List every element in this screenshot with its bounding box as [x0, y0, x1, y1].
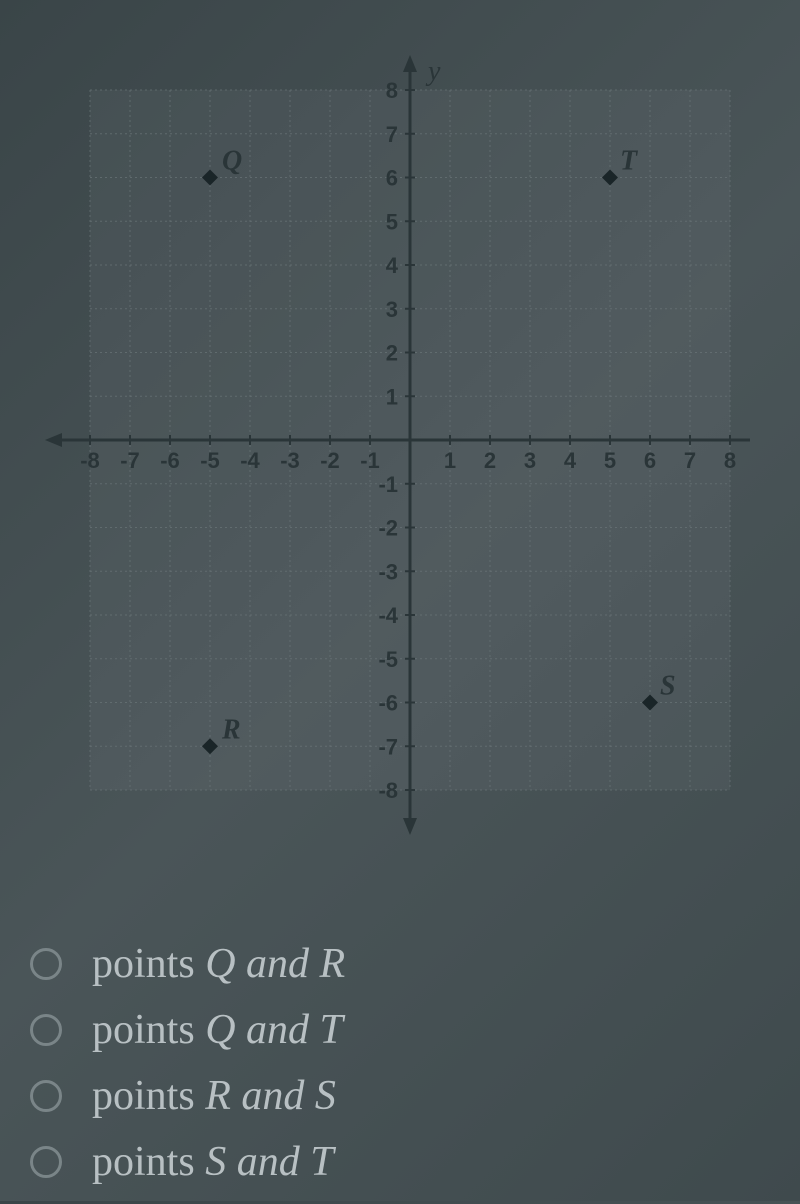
svg-text:5: 5 — [386, 209, 398, 234]
radio-icon[interactable] — [30, 948, 62, 980]
svg-text:2: 2 — [386, 341, 398, 366]
svg-text:-8: -8 — [80, 448, 100, 473]
svg-text:6: 6 — [644, 448, 656, 473]
option-3[interactable]: points R and S — [30, 1072, 770, 1120]
svg-text:S: S — [660, 671, 676, 702]
svg-text:1: 1 — [444, 448, 456, 473]
answer-options: points Q and R points Q and T points R a… — [30, 940, 770, 1204]
svg-text:-4: -4 — [240, 448, 260, 473]
svg-text:8: 8 — [386, 78, 398, 103]
svg-text:-7: -7 — [378, 734, 398, 759]
svg-text:-5: -5 — [378, 647, 398, 672]
svg-text:-7: -7 — [120, 448, 140, 473]
svg-text:1: 1 — [386, 384, 398, 409]
svg-text:-1: -1 — [360, 448, 380, 473]
option-label: points S and T — [92, 1138, 334, 1186]
svg-text:-3: -3 — [280, 448, 300, 473]
svg-text:R: R — [221, 714, 241, 745]
option-2[interactable]: points Q and T — [30, 1006, 770, 1054]
svg-text:-2: -2 — [378, 516, 398, 541]
svg-text:4: 4 — [564, 448, 577, 473]
svg-text:T: T — [620, 146, 639, 177]
svg-text:-3: -3 — [378, 559, 398, 584]
svg-text:-6: -6 — [378, 691, 398, 716]
svg-text:3: 3 — [386, 297, 398, 322]
option-label: points Q and R — [92, 940, 345, 988]
option-label: points R and S — [92, 1072, 336, 1120]
svg-text:-1: -1 — [378, 472, 398, 497]
chart-svg: y-8-7-6-5-4-3-2-112345678-8-7-6-5-4-3-2-… — [30, 40, 770, 860]
svg-text:Q: Q — [222, 146, 242, 177]
svg-text:7: 7 — [386, 122, 398, 147]
svg-text:4: 4 — [386, 253, 399, 278]
svg-text:-8: -8 — [378, 778, 398, 803]
svg-text:8: 8 — [724, 448, 736, 473]
option-1[interactable]: points Q and R — [30, 940, 770, 988]
svg-text:3: 3 — [524, 448, 536, 473]
svg-text:7: 7 — [684, 448, 696, 473]
svg-text:2: 2 — [484, 448, 496, 473]
svg-text:y: y — [425, 56, 441, 87]
radio-icon[interactable] — [30, 1146, 62, 1178]
svg-text:5: 5 — [604, 448, 616, 473]
svg-text:-2: -2 — [320, 448, 340, 473]
svg-text:6: 6 — [386, 166, 398, 191]
coordinate-chart: y-8-7-6-5-4-3-2-112345678-8-7-6-5-4-3-2-… — [30, 40, 770, 860]
radio-icon[interactable] — [30, 1080, 62, 1112]
svg-text:-4: -4 — [378, 603, 398, 628]
svg-text:-6: -6 — [160, 448, 180, 473]
radio-icon[interactable] — [30, 1014, 62, 1046]
option-label: points Q and T — [92, 1006, 343, 1054]
option-4[interactable]: points S and T — [30, 1138, 770, 1186]
svg-text:-5: -5 — [200, 448, 220, 473]
